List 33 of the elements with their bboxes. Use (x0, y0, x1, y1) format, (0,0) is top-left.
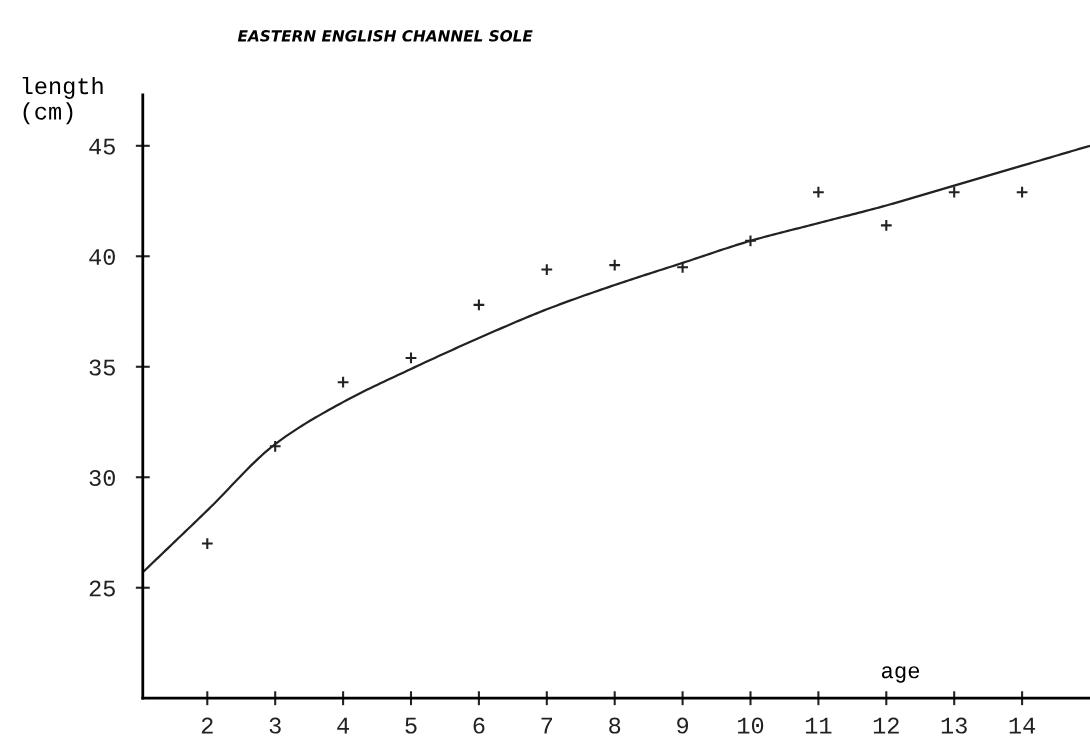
x-tick-label: 13 (941, 717, 967, 734)
y-axis-title: length (cm) (22, 76, 103, 125)
point (947, 185, 961, 199)
point (200, 537, 214, 550)
x-tick-label: 12 (873, 717, 899, 734)
point (744, 234, 757, 248)
x-tick-label: 6 (473, 717, 485, 734)
point (1015, 185, 1029, 199)
x-tick-label: 5 (405, 717, 417, 734)
y-tick-label: 35 (89, 359, 115, 376)
x-axis-title: age (881, 666, 920, 683)
x-tick-label: 4 (337, 717, 349, 734)
y-tick-label: 45 (89, 138, 115, 155)
point (608, 258, 622, 272)
y-tick-label: 25 (89, 580, 115, 597)
point (540, 263, 554, 276)
y-tick-label: 30 (89, 470, 115, 487)
x-tick-label: 7 (541, 717, 553, 734)
x-tick-label: 3 (269, 717, 281, 734)
point (472, 298, 486, 312)
point (336, 375, 350, 389)
x-tick-label: 11 (805, 717, 832, 734)
point (404, 351, 418, 365)
chart-title: EASTERN ENGLISH CHANNEL SOLE (237, 30, 533, 42)
x-tick-label: 10 (738, 717, 764, 734)
x-tick-label: 9 (677, 717, 689, 734)
point (268, 439, 282, 453)
x-tick-label: 8 (609, 717, 621, 734)
point (811, 185, 825, 199)
point (879, 218, 893, 232)
y-tick-label: 40 (89, 249, 115, 266)
x-tick-label: 2 (201, 717, 213, 734)
x-tick-label: 14 (1009, 717, 1036, 734)
